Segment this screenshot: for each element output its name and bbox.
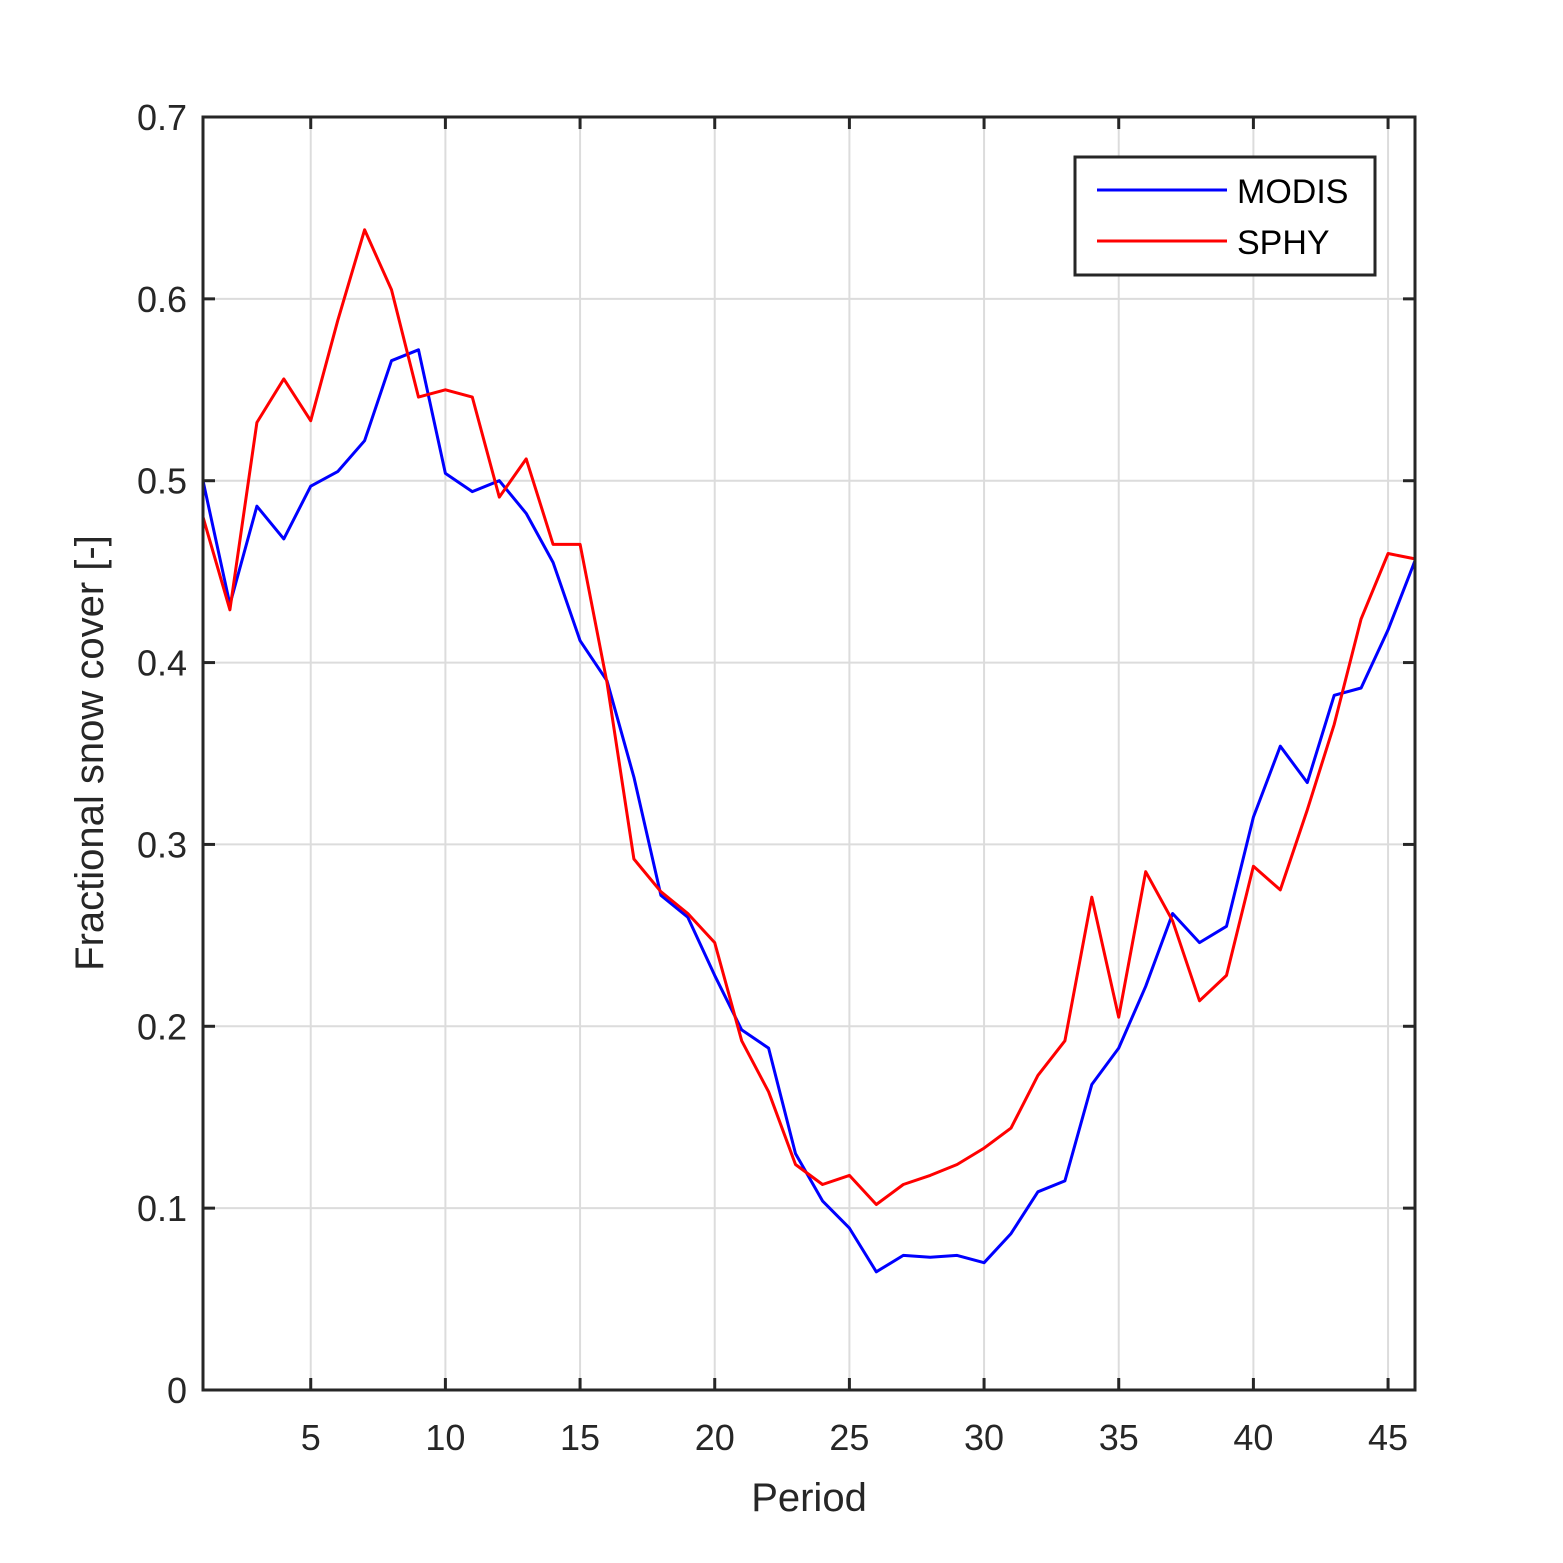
x-tick-label: 10 [425, 1417, 465, 1458]
series-lines [201, 228, 1417, 1274]
legend-box [1073, 155, 1377, 277]
tick-labels: 5 10 15 20 25 30 35 40 45 0 0.1 0.2 0.3 0.4 0.5 0.6 0.7 [137, 97, 1408, 1458]
y-tick-label: 0.7 [137, 97, 187, 138]
plot-frame [201, 115, 1417, 1392]
x-tick-label: 5 [301, 1417, 321, 1458]
y-tick-label: 0.1 [137, 1188, 187, 1229]
y-tick-label: 0 [167, 1370, 187, 1411]
y-tick-label: 0.2 [137, 1006, 187, 1047]
y-tick-label: 0.4 [137, 643, 187, 684]
x-tick-label: 35 [1099, 1417, 1139, 1458]
x-tick-label: 20 [695, 1417, 735, 1458]
y-tick-label: 0.5 [137, 461, 187, 502]
x-tick-label: 25 [829, 1417, 869, 1458]
legend: MODIS SPHY [1073, 155, 1377, 277]
series-line-modis [201, 348, 1417, 1274]
x-tick-label: 40 [1233, 1417, 1273, 1458]
legend-label-sphy: SPHY [1237, 224, 1330, 262]
x-tick-label: 15 [560, 1417, 600, 1458]
y-axis-title: Fractional snow cover [-] [68, 535, 112, 971]
tick-marks [203, 115, 1415, 1392]
plot-area [203, 117, 1415, 1390]
x-axis-title: Period [751, 1476, 867, 1520]
y-tick-label: 0.6 [137, 279, 187, 320]
y-tick-label: 0.3 [137, 824, 187, 865]
legend-label-modis: MODIS [1237, 173, 1348, 211]
series-line-sphy [201, 228, 1416, 1206]
x-tick-label: 30 [964, 1417, 1004, 1458]
x-tick-label: 45 [1368, 1417, 1408, 1458]
